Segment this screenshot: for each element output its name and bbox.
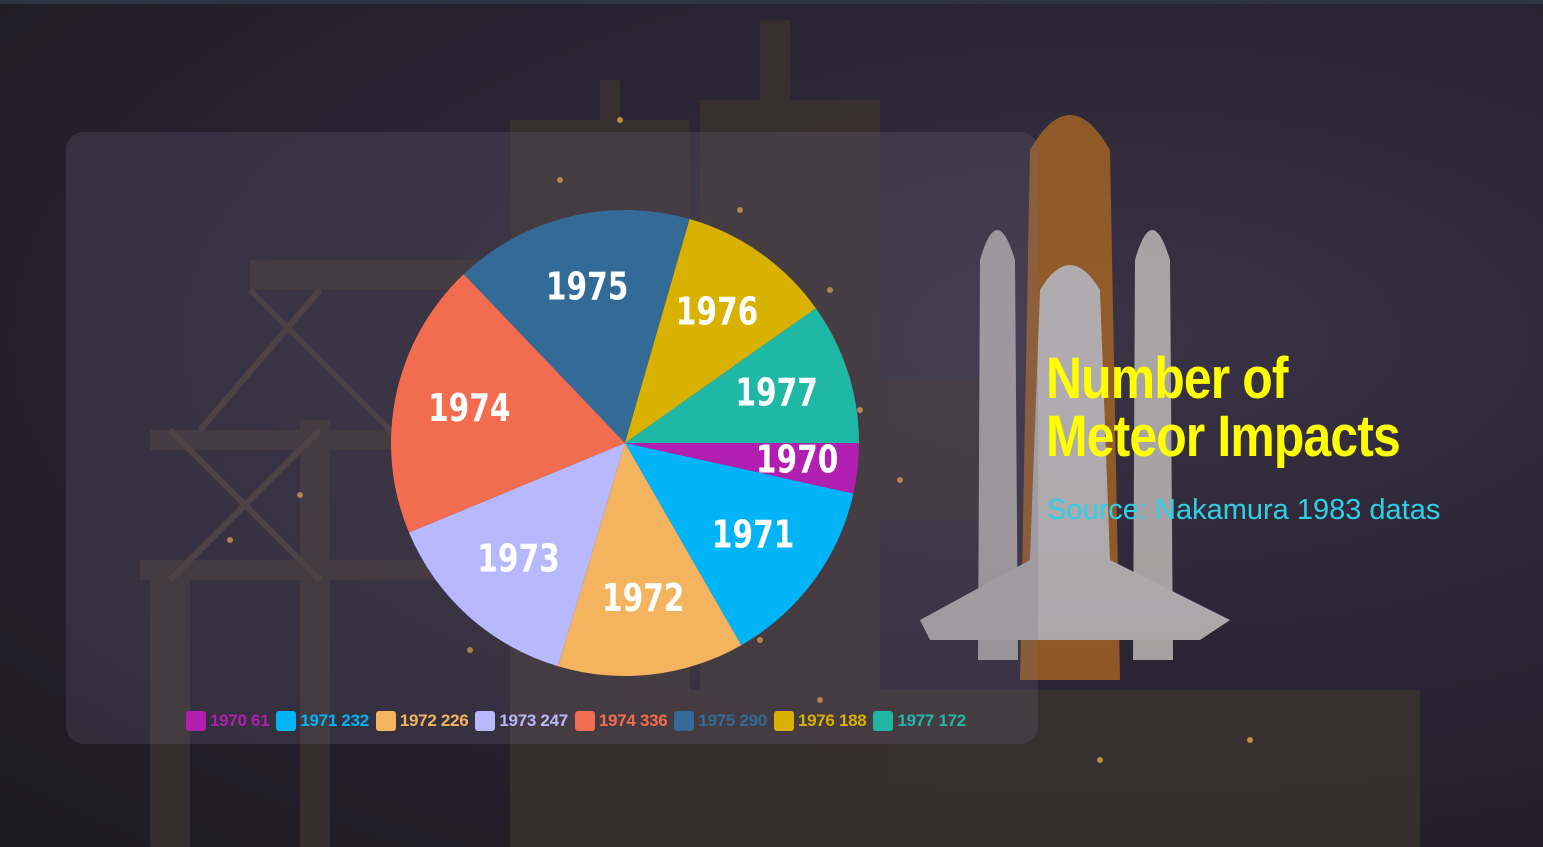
slice-label-1976: 1976 bbox=[676, 290, 758, 335]
pie-slice-1976[interactable] bbox=[625, 219, 816, 443]
legend-swatch bbox=[574, 711, 595, 731]
legend-label: 1975 290 bbox=[698, 711, 767, 730]
legend-item-1973[interactable]: 1973 247 bbox=[475, 711, 568, 731]
legend-swatch bbox=[375, 711, 396, 731]
legend-label: 1976 188 bbox=[797, 711, 867, 730]
legend-item-1976[interactable]: 1976 188 bbox=[773, 711, 867, 731]
pie-slice-1977[interactable] bbox=[625, 308, 859, 443]
slice-label-1977: 1977 bbox=[735, 371, 817, 416]
legend-swatch bbox=[186, 711, 206, 731]
slice-label-1975: 1975 bbox=[546, 265, 628, 310]
chart-subtitle: Source: Nakamura 1983 datas bbox=[1047, 494, 1441, 526]
legend-item-1974[interactable]: 1974 336 bbox=[574, 711, 668, 731]
pie-slice-1975[interactable] bbox=[463, 210, 690, 443]
legend-label: 1971 232 bbox=[300, 711, 369, 730]
legend-item-1975[interactable]: 1975 290 bbox=[674, 711, 767, 731]
legend-swatch bbox=[773, 711, 794, 731]
slice-label-1973: 1973 bbox=[477, 537, 559, 582]
legend-label: 1972 226 bbox=[399, 711, 469, 730]
legend-swatch bbox=[276, 711, 297, 731]
legend-item-1972[interactable]: 1972 226 bbox=[375, 711, 469, 731]
top-bar bbox=[0, 0, 1543, 4]
slice-label-1970: 1970 bbox=[756, 438, 838, 483]
chart-title: Number of Meteor Impacts bbox=[1046, 346, 1401, 469]
pie-slice-1972[interactable] bbox=[557, 443, 742, 677]
slice-label-1972: 1972 bbox=[602, 576, 684, 621]
chart-legend: 1970 61 1971 232 1972 226 1973 247 1974 336 1… bbox=[186, 709, 1086, 733]
slice-label-1974: 1974 bbox=[428, 386, 510, 431]
pie-slice-1971[interactable] bbox=[625, 443, 854, 646]
legend-item-1971[interactable]: 1971 232 bbox=[276, 711, 369, 731]
legend-item-1970[interactable]: 1970 61 bbox=[186, 711, 270, 731]
legend-swatch bbox=[873, 711, 894, 731]
legend-label: 1974 336 bbox=[598, 711, 668, 730]
legend-item-1977[interactable]: 1977 172 bbox=[873, 711, 966, 731]
pie-slice-1970[interactable] bbox=[625, 443, 859, 494]
legend-label: 1970 61 bbox=[210, 711, 270, 730]
legend-label: 1973 247 bbox=[499, 711, 568, 730]
legend-swatch bbox=[674, 711, 695, 731]
slice-label-1971: 1971 bbox=[712, 513, 794, 558]
pie-slice-1974[interactable] bbox=[391, 274, 625, 533]
legend-swatch bbox=[475, 711, 496, 731]
pie-slice-1973[interactable] bbox=[408, 443, 625, 667]
legend-label: 1977 172 bbox=[897, 711, 966, 730]
